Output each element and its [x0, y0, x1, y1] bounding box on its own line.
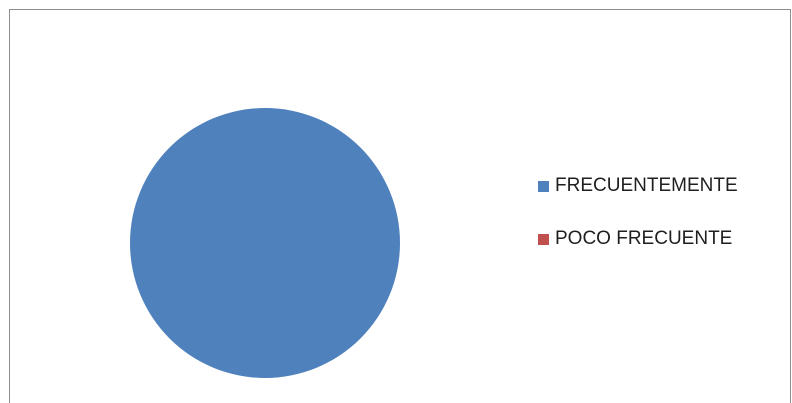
legend-swatch-poco-frecuente — [538, 233, 549, 245]
legend-label-poco-frecuente: POCO FRECUENTE — [555, 228, 733, 249]
legend-item-frecuentemente: FRECUENTEMENTE — [538, 173, 738, 199]
legend: FRECUENTEMENTE POCO FRECUENTE — [538, 173, 738, 279]
pie-slices — [130, 108, 400, 378]
pie-slice-frecuentemente — [130, 108, 400, 378]
legend-label-frecuentemente: FRECUENTEMENTE — [555, 175, 738, 196]
legend-item-poco-frecuente: POCO FRECUENTE — [538, 226, 738, 252]
legend-swatch-frecuentemente — [538, 180, 549, 192]
